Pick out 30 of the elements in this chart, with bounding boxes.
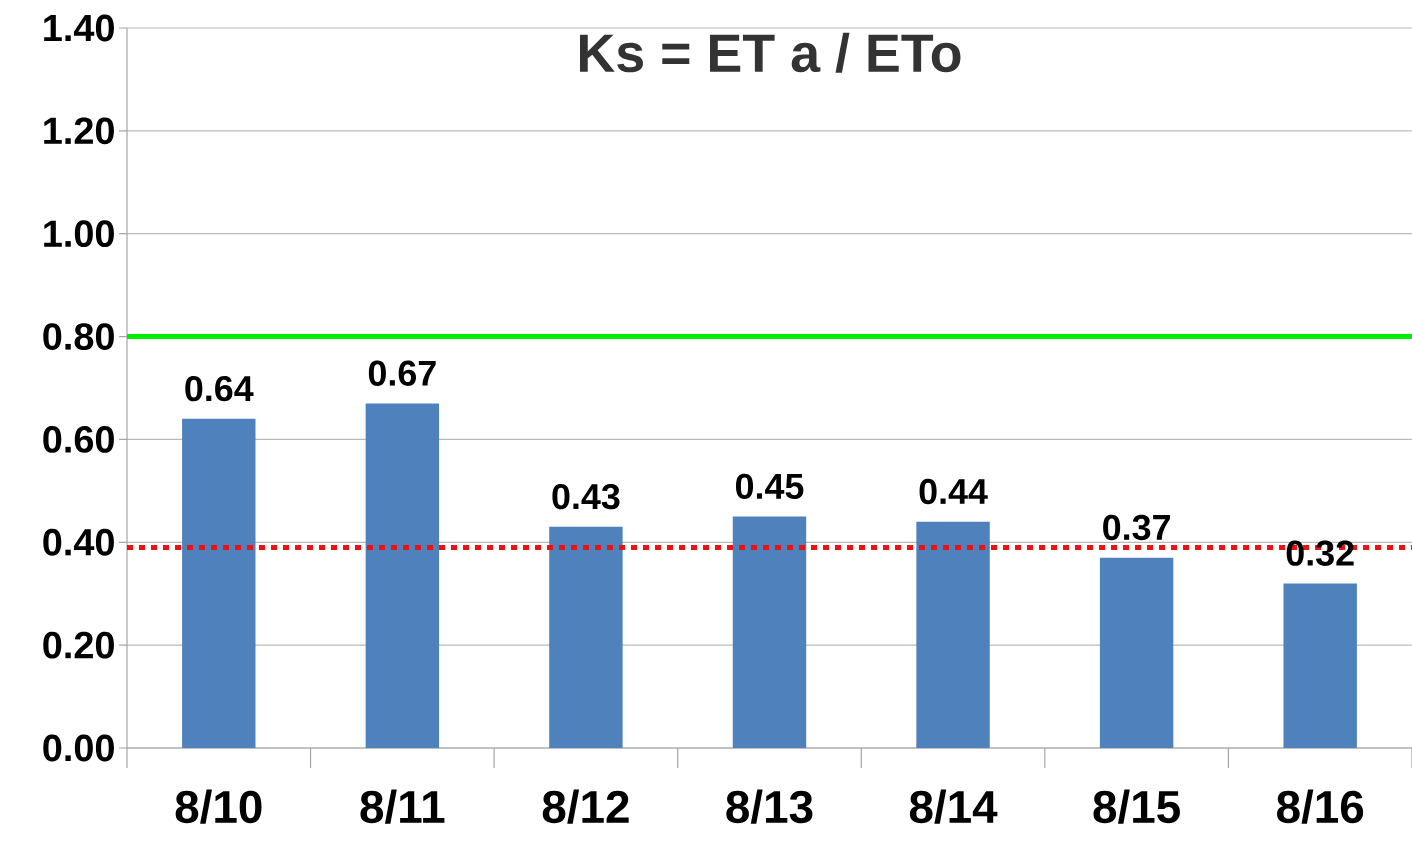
y-tick-label: 0.80 bbox=[43, 323, 114, 350]
y-tick-label: 0.20 bbox=[43, 631, 114, 659]
chart-title: Ks = ET a / ETo bbox=[580, 32, 961, 73]
data-label: 0.43 bbox=[552, 483, 620, 510]
x-tick-label: 8/13 bbox=[726, 789, 813, 824]
data-label: 0.44 bbox=[919, 478, 988, 505]
x-tick-label: 8/16 bbox=[1277, 789, 1364, 824]
x-tick-label: 8/10 bbox=[175, 789, 262, 824]
bar bbox=[916, 521, 990, 748]
data-label: 0.45 bbox=[736, 473, 804, 500]
x-tick-label: 8/14 bbox=[909, 789, 998, 824]
data-label: 0.32 bbox=[1286, 540, 1354, 566]
data-label: 0.37 bbox=[1103, 514, 1170, 541]
data-label: 0.67 bbox=[368, 360, 436, 386]
bar bbox=[1283, 583, 1357, 748]
x-tick-label: 8/12 bbox=[542, 789, 629, 824]
x-tick-label: 8/15 bbox=[1093, 789, 1180, 824]
bar bbox=[182, 418, 256, 748]
bar bbox=[1099, 557, 1174, 748]
y-tick-label: 0.60 bbox=[43, 426, 114, 453]
y-tick-label: 0.00 bbox=[43, 734, 114, 762]
y-tick-label: 0.40 bbox=[43, 528, 114, 556]
bar bbox=[365, 403, 440, 748]
bar bbox=[732, 516, 807, 748]
bar bbox=[549, 526, 623, 748]
y-tick-label: 1.00 bbox=[44, 220, 114, 248]
data-label: 0.64 bbox=[185, 375, 254, 402]
y-tick-label: 1.20 bbox=[44, 117, 114, 145]
y-tick-label: 1.40 bbox=[44, 14, 114, 42]
x-tick-label: 8/11 bbox=[360, 789, 445, 824]
